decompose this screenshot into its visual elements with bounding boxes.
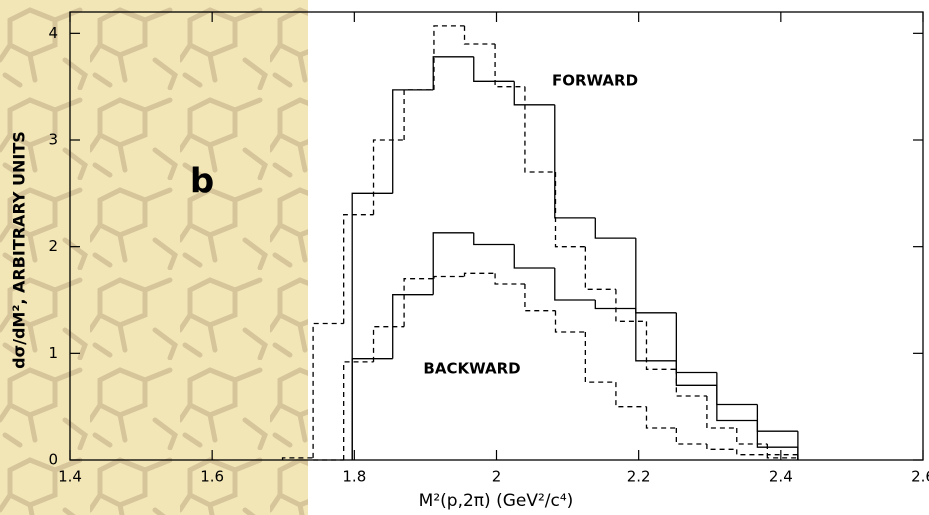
histogram-bin [473, 56, 515, 82]
histogram-bin [716, 372, 758, 406]
y-tick-label: 2 [48, 237, 58, 255]
histogram-bin [766, 454, 798, 459]
histogram-bin [392, 89, 434, 194]
histogram-bin [635, 308, 677, 362]
histogram-bin [433, 25, 465, 90]
histogram-bin [584, 332, 616, 383]
histogram-bin [463, 272, 496, 277]
histogram-bin [675, 428, 707, 445]
histogram-bin [343, 361, 374, 460]
y-tick-label: 1 [48, 344, 58, 362]
histogram-bin [635, 238, 677, 314]
histogram-bin [675, 360, 717, 386]
histogram-bin [432, 232, 474, 295]
histogram-bin [554, 310, 586, 333]
histogram-bin [706, 396, 737, 429]
y-tick-label: 0 [48, 451, 58, 469]
histogram-bin [281, 457, 314, 460]
histogram-bin [645, 406, 677, 429]
histogram-bin [594, 217, 636, 239]
histogram-bin [736, 428, 768, 445]
histogram-bin [312, 322, 344, 458]
histogram-bin [343, 214, 374, 324]
histogram-bin [615, 289, 647, 322]
histogram-bin [554, 172, 586, 248]
histogram-bin [594, 300, 636, 310]
histogram-bin [716, 385, 758, 422]
y-tick-label: 4 [48, 24, 58, 42]
background-texture [0, 0, 308, 515]
histogram-bin [524, 86, 556, 173]
histogram-bin [554, 104, 596, 219]
histogram-bin [756, 404, 798, 432]
y-axis-label: dσ/dM², ARBITRARY UNITS [10, 131, 29, 369]
histogram-bin [756, 420, 798, 448]
histogram-bin [433, 275, 465, 279]
histogram-bin [736, 449, 768, 456]
histogram-bin [473, 232, 515, 246]
histogram-bin [351, 358, 393, 460]
histogram-bin [524, 284, 556, 312]
histogram-bin [494, 273, 525, 285]
histogram-bin [392, 294, 434, 359]
histogram-bin [645, 321, 677, 370]
histogram-bin [494, 44, 525, 88]
x-tick-label: 1.4 [58, 468, 82, 486]
x-tick-label: 1.6 [200, 468, 224, 486]
annotation: BACKWARD [423, 360, 520, 378]
annotation: FORWARD [552, 72, 638, 90]
x-tick-label: 1.8 [342, 468, 366, 486]
histogram-bin [513, 244, 555, 269]
y-tick-label: 3 [48, 131, 58, 149]
histogram-bin [403, 89, 434, 140]
histogram-bin [554, 268, 596, 301]
histogram-bin [584, 246, 616, 290]
x-tick-label: 2.2 [627, 468, 651, 486]
histogram-bin [766, 444, 798, 456]
x-tick-label: 2.4 [769, 468, 793, 486]
panel-label: b [190, 162, 214, 202]
histogram-bin [432, 56, 474, 90]
x-axis-label: M²(p,2π) (GeV²/c⁴) [419, 491, 574, 511]
x-tick-label: 2 [492, 468, 502, 486]
histogram-bin [615, 382, 647, 408]
histogram-bin [675, 312, 717, 374]
histogram-bin [706, 444, 737, 450]
histogram-bin [675, 369, 707, 397]
histogram-bin [372, 139, 405, 215]
histogram-bin [463, 25, 496, 45]
histogram-bin [403, 278, 434, 327]
histogram-bin [513, 81, 555, 106]
histogram-bin [372, 326, 405, 362]
x-tick-label: 2.6 [911, 468, 929, 486]
